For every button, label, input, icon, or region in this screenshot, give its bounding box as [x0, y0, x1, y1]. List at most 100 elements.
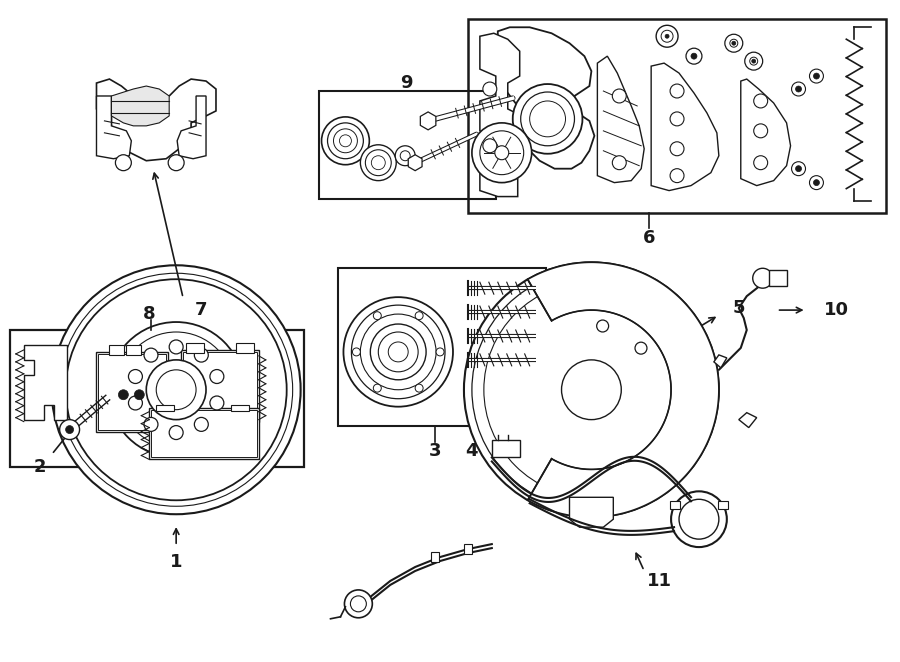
Circle shape — [495, 146, 508, 160]
Circle shape — [436, 348, 444, 356]
Bar — [98, 354, 166, 430]
Circle shape — [115, 155, 131, 171]
Bar — [186, 343, 204, 353]
Circle shape — [395, 146, 415, 166]
Circle shape — [814, 179, 819, 185]
Circle shape — [144, 348, 158, 362]
Bar — [157, 404, 175, 410]
Circle shape — [635, 342, 647, 354]
Polygon shape — [480, 33, 522, 197]
Circle shape — [210, 369, 224, 383]
Bar — [338, 268, 545, 426]
Circle shape — [796, 166, 802, 171]
Circle shape — [147, 360, 206, 420]
Text: 3: 3 — [428, 442, 441, 461]
Circle shape — [670, 142, 684, 156]
Circle shape — [814, 73, 819, 79]
Circle shape — [168, 155, 184, 171]
Polygon shape — [96, 79, 216, 161]
Circle shape — [464, 262, 719, 517]
Circle shape — [129, 396, 142, 410]
Polygon shape — [96, 96, 131, 159]
Text: 11: 11 — [646, 572, 671, 590]
Circle shape — [745, 52, 762, 70]
Circle shape — [321, 117, 369, 165]
Circle shape — [66, 279, 287, 500]
Bar — [149, 408, 259, 459]
Circle shape — [388, 342, 409, 362]
Circle shape — [753, 124, 768, 138]
Circle shape — [344, 297, 453, 406]
Circle shape — [562, 360, 621, 420]
Circle shape — [415, 384, 423, 392]
Polygon shape — [652, 63, 719, 191]
Bar — [126, 345, 141, 355]
Polygon shape — [741, 79, 790, 185]
Bar — [769, 270, 787, 286]
Bar — [491, 440, 519, 457]
Circle shape — [483, 82, 497, 96]
Circle shape — [809, 175, 824, 189]
Bar — [236, 343, 254, 353]
Polygon shape — [498, 27, 594, 169]
Bar — [670, 501, 680, 509]
Circle shape — [374, 384, 382, 392]
Bar — [464, 544, 472, 554]
Polygon shape — [409, 155, 422, 171]
Polygon shape — [527, 262, 719, 517]
Polygon shape — [420, 112, 436, 130]
Circle shape — [129, 369, 142, 383]
Circle shape — [360, 145, 396, 181]
Text: 7: 7 — [194, 301, 207, 319]
Circle shape — [732, 41, 736, 45]
Circle shape — [753, 156, 768, 169]
Circle shape — [134, 390, 144, 400]
Circle shape — [691, 53, 697, 59]
Text: 10: 10 — [824, 301, 849, 319]
Circle shape — [374, 312, 382, 320]
Circle shape — [670, 169, 684, 183]
Circle shape — [597, 320, 608, 332]
Bar — [151, 410, 256, 457]
Circle shape — [670, 112, 684, 126]
Circle shape — [59, 420, 79, 440]
Polygon shape — [739, 412, 757, 428]
Polygon shape — [177, 96, 206, 159]
Circle shape — [415, 312, 423, 320]
Circle shape — [662, 30, 673, 42]
Circle shape — [66, 426, 74, 434]
Circle shape — [169, 426, 183, 440]
Bar — [96, 352, 168, 432]
Circle shape — [370, 324, 426, 380]
Circle shape — [513, 84, 582, 154]
Circle shape — [665, 34, 669, 38]
Bar — [183, 352, 256, 420]
Circle shape — [483, 139, 497, 153]
Bar — [718, 501, 728, 509]
Text: 6: 6 — [643, 230, 655, 248]
Bar — [231, 404, 248, 410]
Bar — [319, 91, 496, 199]
Text: 8: 8 — [143, 305, 156, 323]
Circle shape — [345, 590, 373, 618]
Circle shape — [670, 84, 684, 98]
Circle shape — [792, 162, 806, 175]
Polygon shape — [23, 345, 67, 420]
Circle shape — [753, 94, 768, 108]
Bar — [431, 552, 439, 562]
Circle shape — [796, 86, 802, 92]
Circle shape — [809, 69, 824, 83]
Circle shape — [51, 265, 301, 514]
Circle shape — [119, 390, 129, 400]
Bar — [468, 19, 886, 214]
Circle shape — [656, 25, 678, 47]
Circle shape — [612, 156, 626, 169]
Circle shape — [792, 82, 806, 96]
Bar — [110, 345, 124, 355]
Circle shape — [169, 340, 183, 354]
Circle shape — [752, 268, 772, 288]
Circle shape — [724, 34, 742, 52]
Circle shape — [686, 48, 702, 64]
Circle shape — [612, 89, 626, 103]
Circle shape — [752, 59, 756, 63]
